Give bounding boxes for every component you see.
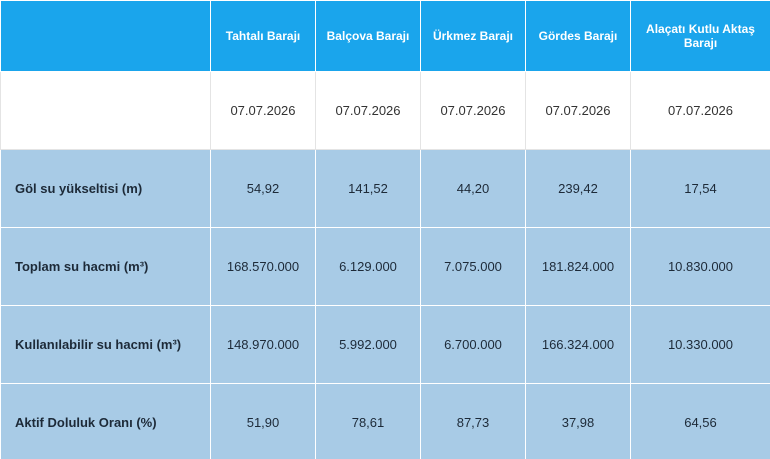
value-cell: 168.570.000 — [210, 227, 316, 306]
value-cell: 51,90 — [210, 383, 316, 459]
value-cell: 64,56 — [630, 383, 770, 459]
empty-cell — [0, 71, 211, 150]
header-row: Tahtalı Barajı Balçova Barajı Ürkmez Baraj… — [0, 0, 770, 72]
column-header: Ürkmez Barajı — [420, 0, 526, 72]
data-row: Göl su yükseltisi (m) 54,92 141,52 44,20 239… — [0, 149, 770, 228]
date-cell: 07.07.2026 — [525, 71, 631, 150]
data-row: Kullanılabilir su hacmi (m³) 148.970.000 5… — [0, 305, 770, 384]
value-cell: 10.830.000 — [630, 227, 770, 306]
value-cell: 239,42 — [525, 149, 631, 228]
column-header: Gördes Barajı — [525, 0, 631, 72]
value-cell: 44,20 — [420, 149, 526, 228]
value-cell: 17,54 — [630, 149, 770, 228]
value-cell: 37,98 — [525, 383, 631, 459]
date-cell: 07.07.2026 — [315, 71, 421, 150]
date-row: 07.07.2026 07.07.2026 07.07.2026 07.07.2026… — [0, 71, 770, 150]
value-cell: 141,52 — [315, 149, 421, 228]
data-row: Toplam su hacmi (m³) 168.570.000 6.129.000… — [0, 227, 770, 306]
date-cell: 07.07.2026 — [210, 71, 316, 150]
row-label: Göl su yükseltisi (m) — [0, 149, 211, 228]
column-header: Tahtalı Barajı — [210, 0, 316, 72]
row-label: Aktif Doluluk Oranı (%) — [0, 383, 211, 459]
date-cell: 07.07.2026 — [420, 71, 526, 150]
date-cell: 07.07.2026 — [630, 71, 770, 150]
value-cell: 166.324.000 — [525, 305, 631, 384]
data-row: Aktif Doluluk Oranı (%) 51,90 78,61 87,73 37… — [0, 383, 770, 459]
value-cell: 10.330.000 — [630, 305, 770, 384]
value-cell: 87,73 — [420, 383, 526, 459]
column-header: Balçova Barajı — [315, 0, 421, 72]
value-cell: 6.700.000 — [420, 305, 526, 384]
value-cell: 7.075.000 — [420, 227, 526, 306]
corner-cell — [0, 0, 211, 72]
value-cell: 6.129.000 — [315, 227, 421, 306]
row-label: Kullanılabilir su hacmi (m³) — [0, 305, 211, 384]
value-cell: 5.992.000 — [315, 305, 421, 384]
value-cell: 78,61 — [315, 383, 421, 459]
value-cell: 54,92 — [210, 149, 316, 228]
column-header: Alaçatı Kutlu Aktaş Barajı — [630, 0, 770, 72]
value-cell: 181.824.000 — [525, 227, 631, 306]
row-label: Toplam su hacmi (m³) — [0, 227, 211, 306]
value-cell: 148.970.000 — [210, 305, 316, 384]
